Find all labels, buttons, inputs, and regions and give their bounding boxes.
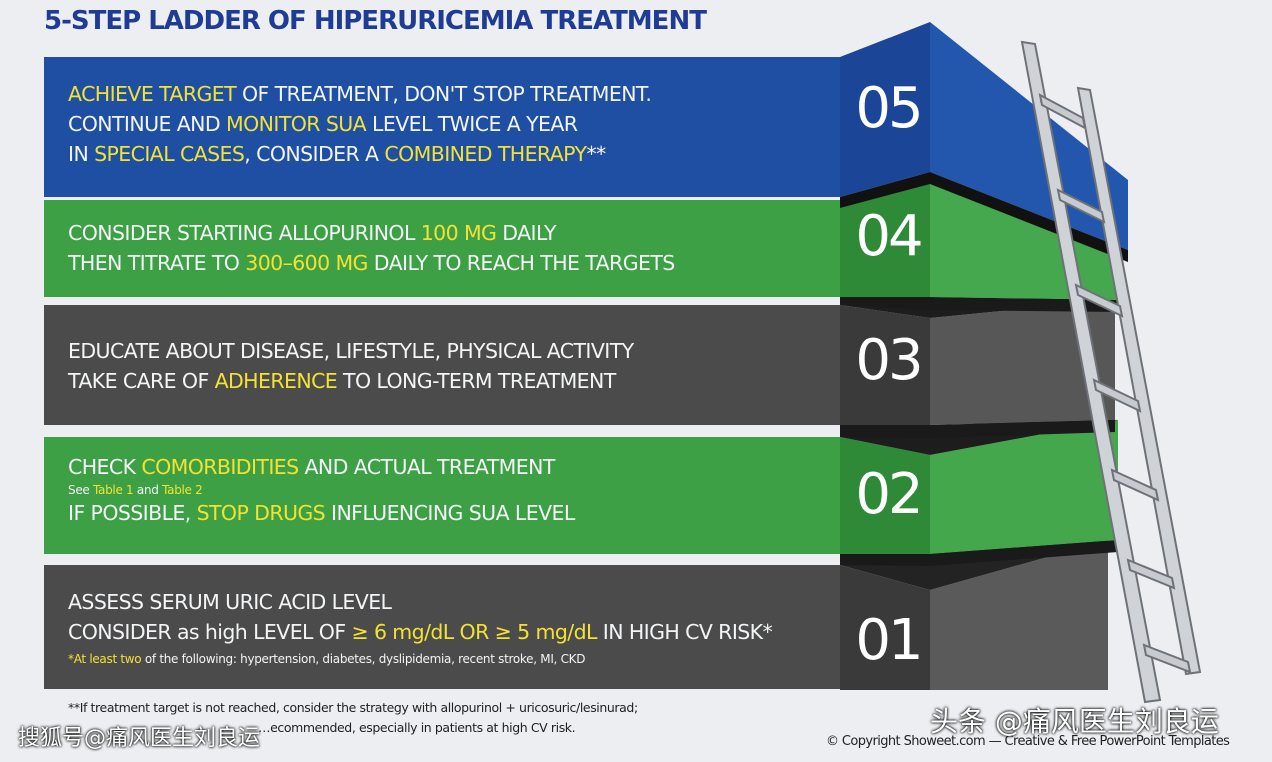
step-02: CHECK COMORBIDITIES AND ACTUAL TREATMENT…: [44, 437, 840, 554]
step-03: EDUCATE ABOUT DISEASE, LIFESTYLE, PHYSIC…: [44, 305, 840, 425]
watermark-right: 头条 @痛风医生刘良运: [930, 705, 1219, 738]
step-04-text: CONSIDER STARTING ALLOPURINOL 100 MG DAI…: [68, 221, 675, 275]
ladder-icon: [1020, 40, 1202, 704]
step-01: ASSESS SERUM URIC ACID LEVEL CONSIDER as…: [44, 565, 840, 689]
step-01-text: ASSESS SERUM URIC ACID LEVEL CONSIDER as…: [68, 587, 830, 667]
footnote: **If treatment target is not reached, co…: [68, 700, 638, 735]
step-01-number: 01: [855, 608, 923, 673]
step-05: ACHIEVE TARGET OF TREATMENT, DON'T STOP …: [44, 57, 840, 197]
step-03-text: EDUCATE ABOUT DISEASE, LIFESTYLE, PHYSIC…: [68, 339, 634, 393]
step-05-number: 05: [855, 76, 923, 141]
step-02-text: CHECK COMORBIDITIES AND ACTUAL TREATMENT…: [68, 452, 830, 528]
page-title: 5-STEP LADDER OF HIPERURICEMIA TREATMENT: [44, 6, 707, 36]
step-03-block: [44, 298, 1115, 438]
step-04: CONSIDER STARTING ALLOPURINOL 100 MG DAI…: [44, 200, 840, 297]
watermark-left: 搜狐号@痛风医生刘良运: [18, 726, 261, 751]
step-02-number: 02: [855, 462, 923, 527]
copyright: © Copyright Showeet.com — Creative & Fre…: [826, 734, 1230, 749]
step-03-number: 03: [855, 328, 923, 393]
step-05-block: [44, 22, 1128, 262]
step-02-block: [44, 417, 1118, 566]
step-01-note: *At least two of the following: hyperten…: [68, 652, 586, 666]
step-05-text: ACHIEVE TARGET OF TREATMENT, DON'T STOP …: [68, 82, 652, 166]
step-04-number: 04: [855, 204, 923, 269]
step-02-note: See Table 1 and Table 2: [68, 483, 203, 497]
